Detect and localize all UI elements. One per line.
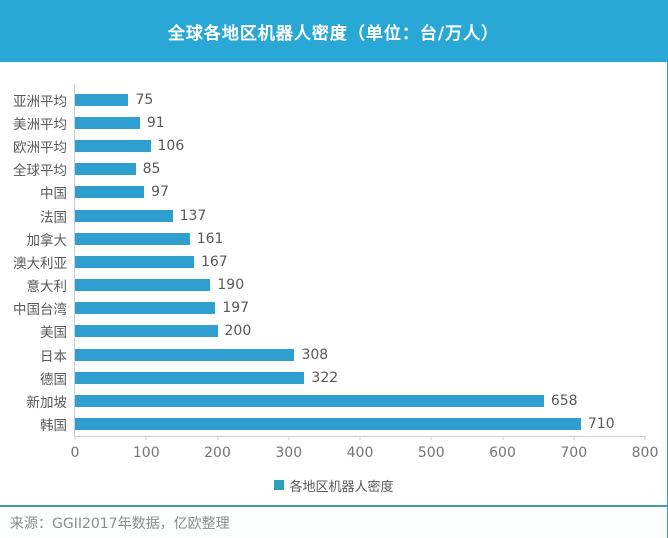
bar-row: 德国 322 [40,366,645,389]
x-tick-mark [74,436,76,440]
footer-divider [0,505,667,507]
bar-row: 韩国 710 [40,413,645,436]
x-tick-label: 0 [70,445,80,461]
x-tick-mark [430,436,432,440]
bar-rows: 亚洲平均 75 美洲平均 91 欧洲平均 106 全球平均 85 中国 97 法国 137 加拿大 161… [13,88,645,436]
value-label: 200 [224,323,252,340]
category-label: 法国 [40,209,67,226]
x-tick-label: 700 [560,445,588,461]
category-label: 美洲平均 [13,116,67,133]
bar [75,279,211,292]
bar-chart: 亚洲平均 75 美洲平均 91 欧洲平均 106 全球平均 85 中国 97 法国 137 加拿大 161… [0,62,667,505]
bar-row: 意大利 190 [27,274,645,297]
bar [75,348,295,361]
value-label: 97 [151,184,169,201]
bar-row: 美洲平均 91 [13,111,645,134]
category-label: 新加坡 [26,395,68,412]
category-label: 意大利 [26,279,68,296]
category-label: 德国 [40,371,67,388]
bar-row: 新加坡 658 [27,389,645,412]
x-tick-mark [145,436,147,440]
bar [75,186,145,199]
chart-header: 全球各地区机器人密度（单位：台/万人） [0,0,667,62]
bar [75,371,305,384]
bar-row: 亚洲平均 75 [13,88,645,111]
bar-row: 全球平均 85 [13,158,645,181]
category-label: 中国台湾 [13,302,67,319]
value-label: 197 [222,300,250,317]
value-label: 106 [157,137,185,154]
category-label: 日本 [40,348,67,365]
x-tick-label: 500 [417,445,445,461]
value-label: 75 [135,91,154,108]
bar [75,418,581,431]
x-tick-mark [217,436,218,440]
bar [75,325,218,338]
value-label: 658 [550,393,578,410]
category-label: 加拿大 [26,232,68,249]
value-label: 167 [200,253,228,270]
x-tick-mark [502,436,503,440]
category-label: 韩国 [40,418,67,435]
chart-legend: 各地区机器人密度 [0,475,667,495]
bar-row: 澳大利亚 167 [13,250,645,273]
bar [75,139,151,152]
x-tick-label: 200 [204,445,231,461]
bar [75,232,190,245]
bar [75,395,544,408]
x-tick-mark [644,436,646,440]
bar [75,255,194,268]
value-label: 91 [146,114,165,131]
x-tick-mark [359,436,361,440]
x-tick-label: 300 [275,445,303,461]
x-tick-label: 800 [631,445,659,461]
value-label: 161 [196,230,224,247]
x-tick-label: 100 [132,445,160,461]
x-tick-mark [573,436,575,440]
bar [75,302,216,315]
y-axis-line [74,84,75,437]
x-axis-ticks: 0 100 200 300 400 500 600 700 800 [71,436,658,466]
value-label: 190 [217,277,245,294]
footer: 来源：GGII2017年数据，亿欧整理 [0,507,667,538]
chart-title: 全球各地区机器人密度（单位：台/万人） [167,23,500,44]
category-label: 中国 [40,186,67,203]
bar [75,163,136,176]
source-text: 来源：GGII2017年数据，亿欧整理 [10,515,230,532]
value-label: 85 [142,161,161,178]
value-label: 322 [311,369,339,386]
bar-row: 欧洲平均 106 [13,134,645,157]
category-label: 亚洲平均 [13,93,67,110]
bar-row: 加拿大 161 [27,227,645,250]
bar [75,116,140,129]
x-tick-label: 400 [346,445,374,461]
bar [75,93,129,106]
legend-square-icon [274,480,285,490]
x-tick-mark [288,436,290,440]
value-label: 137 [179,207,207,224]
x-tick-label: 600 [489,445,516,461]
bar-row: 日本 308 [40,343,645,366]
value-label: 308 [301,346,329,363]
value-label: 710 [587,416,615,433]
bar-row: 中国 97 [40,181,645,204]
category-label: 美国 [40,325,67,342]
category-label: 全球平均 [13,163,67,180]
bar-row: 美国 200 [40,320,645,343]
bar-row: 法国 137 [40,204,645,227]
category-label: 欧洲平均 [13,139,67,156]
category-label: 澳大利亚 [13,255,67,272]
legend-label: 各地区机器人密度 [289,479,394,495]
bar [75,209,173,222]
bar-row: 中国台湾 197 [13,297,645,320]
